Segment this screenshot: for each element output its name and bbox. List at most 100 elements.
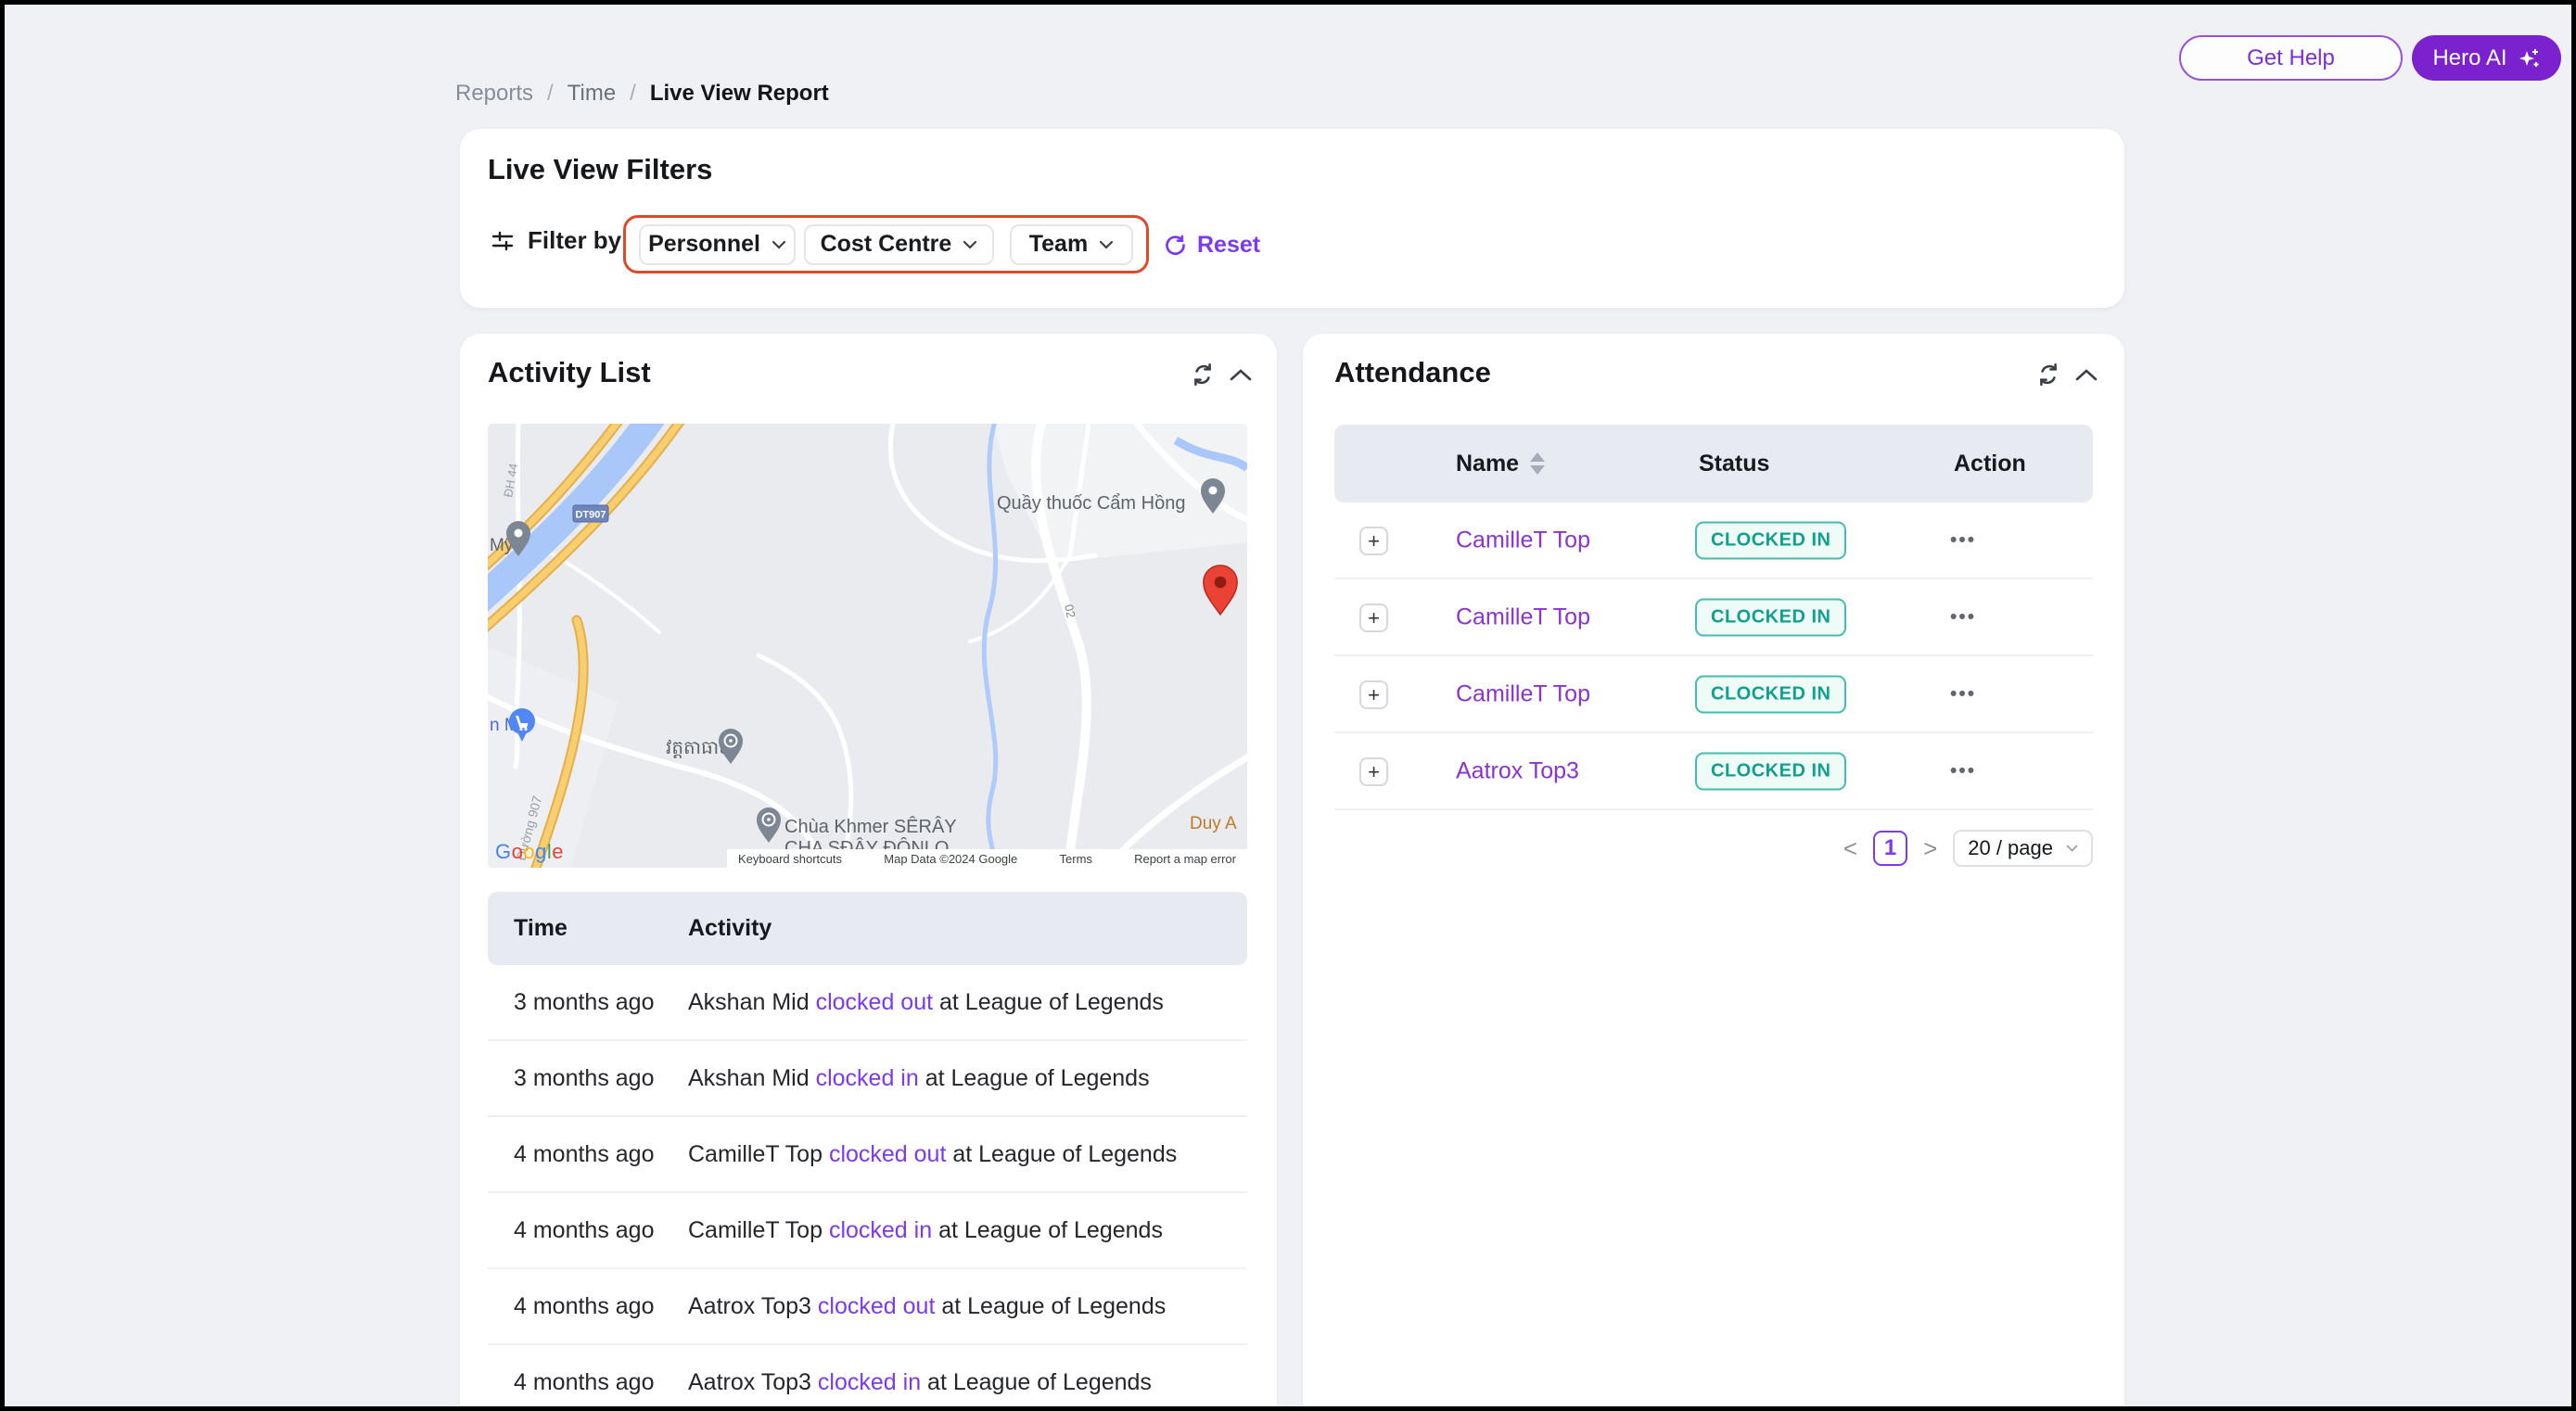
map-attribution-bar: Keyboard shortcuts Map Data ©2024 Google… — [727, 849, 1247, 868]
clock-event-link[interactable]: clocked in — [818, 1369, 921, 1395]
refresh-icon[interactable] — [1190, 362, 1216, 388]
svg-text:DT907: DT907 — [575, 510, 606, 521]
map-canvas: DT907 ĐH 44 Mỹ Quầy thuốc Cẩm Hồng 02 n … — [488, 424, 1247, 868]
expand-row-button[interactable]: + — [1359, 680, 1388, 709]
breadcrumb-separator: / — [630, 81, 636, 107]
activity-text: CamilleT Top clocked out at League of Le… — [688, 1141, 1177, 1168]
employee-name-link[interactable]: CamilleT Top — [1456, 527, 1590, 553]
clock-event-link[interactable]: clocked out — [829, 1141, 946, 1167]
activity-time: 3 months ago — [514, 989, 688, 1016]
row-actions-menu[interactable]: ••• — [1950, 606, 1976, 629]
breadcrumb-reports[interactable]: Reports — [455, 81, 533, 107]
breadcrumb: Reports / Time / Live View Report — [455, 81, 829, 107]
activity-text: Akshan Mid clocked out at League of Lege… — [688, 989, 1164, 1016]
clock-event-link[interactable]: clocked out — [816, 989, 933, 1015]
activity-time: 4 months ago — [514, 1217, 688, 1244]
employee-name-link[interactable]: CamilleT Top — [1456, 604, 1590, 630]
row-actions-menu[interactable]: ••• — [1950, 760, 1976, 782]
activity-row: 4 months ago CamilleT Top clocked in at … — [488, 1193, 1247, 1269]
filter-by: Filter by — [490, 226, 621, 255]
breadcrumb-current-page: Live View Report — [650, 81, 829, 107]
sort-icon[interactable] — [1530, 452, 1545, 475]
activity-time: 4 months ago — [514, 1293, 688, 1320]
collapse-chevron-up-icon[interactable] — [1229, 367, 1253, 382]
hero-ai-button[interactable]: Hero AI — [2412, 35, 2561, 81]
reset-filters-button[interactable]: Reset — [1163, 221, 1260, 269]
filters-title: Live View Filters — [488, 153, 712, 186]
status-badge: CLOCKED IN — [1695, 521, 1846, 559]
row-actions-menu[interactable]: ••• — [1950, 683, 1976, 706]
activity-time: 4 months ago — [514, 1141, 688, 1168]
row-actions-menu[interactable]: ••• — [1950, 529, 1976, 552]
map-label-duy-a: Duy A — [1190, 814, 1237, 833]
refresh-icon[interactable] — [2035, 362, 2061, 388]
route-badge-dt907: DT907 — [573, 505, 608, 522]
pagination: < 1 > 20 / page — [1334, 829, 2093, 868]
chevron-down-icon — [2066, 845, 2078, 853]
activity-list-title: Activity List — [488, 356, 651, 389]
employee-name-link[interactable]: Aatrox Top3 — [1456, 757, 1579, 784]
attendance-rows: + CamilleT Top CLOCKED IN ••• + CamilleT… — [1334, 502, 2093, 810]
page-size-value: 20 / page — [1968, 836, 2053, 860]
attendance-table-header: Name Status Action — [1334, 425, 2093, 502]
expand-row-button[interactable]: + — [1359, 604, 1388, 632]
activity-row: 4 months ago CamilleT Top clocked out at… — [488, 1117, 1247, 1193]
map-data-label: Map Data ©2024 Google — [884, 852, 1017, 866]
attendance-row: + CamilleT Top CLOCKED IN ••• — [1334, 502, 2093, 579]
collapse-chevron-up-icon[interactable] — [2074, 367, 2098, 382]
chevron-down-icon — [772, 240, 786, 249]
keyboard-shortcuts-link[interactable]: Keyboard shortcuts — [738, 852, 842, 866]
google-map[interactable]: DT907 ĐH 44 Mỹ Quầy thuốc Cẩm Hồng 02 n … — [488, 424, 1247, 868]
map-label-pharmacy: Quầy thuốc Cẩm Hồng — [997, 493, 1185, 514]
status-badge: CLOCKED IN — [1695, 598, 1846, 636]
terms-link[interactable]: Terms — [1060, 852, 1092, 866]
activity-rows: 3 months ago Akshan Mid clocked out at L… — [488, 965, 1247, 1406]
clock-event-link[interactable]: clocked in — [816, 1065, 919, 1091]
activity-time: 3 months ago — [514, 1065, 688, 1092]
activity-row: 4 months ago Aatrox Top3 clocked in at L… — [488, 1345, 1247, 1406]
team-dropdown-label: Team — [1029, 231, 1088, 258]
activity-row: 3 months ago Akshan Mid clocked out at L… — [488, 965, 1247, 1041]
reset-icon — [1163, 233, 1188, 258]
filter-by-label: Filter by — [528, 226, 621, 255]
breadcrumb-time[interactable]: Time — [567, 81, 616, 107]
expand-row-button[interactable]: + — [1359, 527, 1388, 555]
team-dropdown[interactable]: Team — [1010, 224, 1133, 265]
column-header-name: Name — [1456, 451, 1519, 477]
attendance-row: + CamilleT Top CLOCKED IN ••• — [1334, 656, 2093, 733]
activity-row: 3 months ago Akshan Mid clocked in at Le… — [488, 1041, 1247, 1117]
hero-ai-label: Hero AI — [2432, 45, 2506, 71]
activity-row: 4 months ago Aatrox Top3 clocked out at … — [488, 1269, 1247, 1345]
column-header-activity: Activity — [688, 915, 772, 942]
status-badge: CLOCKED IN — [1695, 752, 1846, 790]
activity-time: 4 months ago — [514, 1369, 688, 1396]
expand-row-button[interactable]: + — [1359, 757, 1388, 786]
clock-event-link[interactable]: clocked in — [829, 1217, 932, 1243]
reset-label: Reset — [1197, 232, 1260, 259]
cost-centre-dropdown[interactable]: Cost Centre — [804, 224, 994, 265]
personnel-dropdown[interactable]: Personnel — [639, 224, 796, 265]
map-label-pagoda-line1: Chùa Khmer SÊRÂY — [784, 816, 957, 837]
current-page-button[interactable]: 1 — [1873, 831, 1907, 866]
clock-event-link[interactable]: clocked out — [818, 1293, 935, 1319]
previous-page-button[interactable]: < — [1842, 834, 1859, 863]
activity-text: CamilleT Top clocked in at League of Leg… — [688, 1217, 1163, 1244]
cost-centre-dropdown-label: Cost Centre — [821, 231, 952, 258]
activity-text: Aatrox Top3 clocked in at League of Lege… — [688, 1369, 1152, 1396]
google-logo[interactable]: Google — [495, 840, 564, 864]
attendance-row: + Aatrox Top3 CLOCKED IN ••• — [1334, 733, 2093, 810]
activity-text: Akshan Mid clocked in at League of Legen… — [688, 1065, 1150, 1092]
activity-table-header: Time Activity — [488, 892, 1247, 965]
activity-list-card: Activity List — [460, 334, 1277, 1406]
chevron-down-icon — [1099, 240, 1114, 249]
personnel-dropdown-label: Personnel — [648, 231, 760, 258]
next-page-button[interactable]: > — [1921, 834, 1939, 863]
status-badge: CLOCKED IN — [1695, 675, 1846, 713]
page-size-select[interactable]: 20 / page — [1953, 830, 2093, 867]
attendance-row: + CamilleT Top CLOCKED IN ••• — [1334, 579, 2093, 656]
employee-name-link[interactable]: CamilleT Top — [1456, 680, 1590, 707]
attendance-title: Attendance — [1334, 356, 1491, 389]
get-help-button[interactable]: Get Help — [2179, 35, 2403, 81]
column-header-status: Status — [1699, 451, 1769, 477]
report-map-error-link[interactable]: Report a map error — [1134, 852, 1236, 866]
